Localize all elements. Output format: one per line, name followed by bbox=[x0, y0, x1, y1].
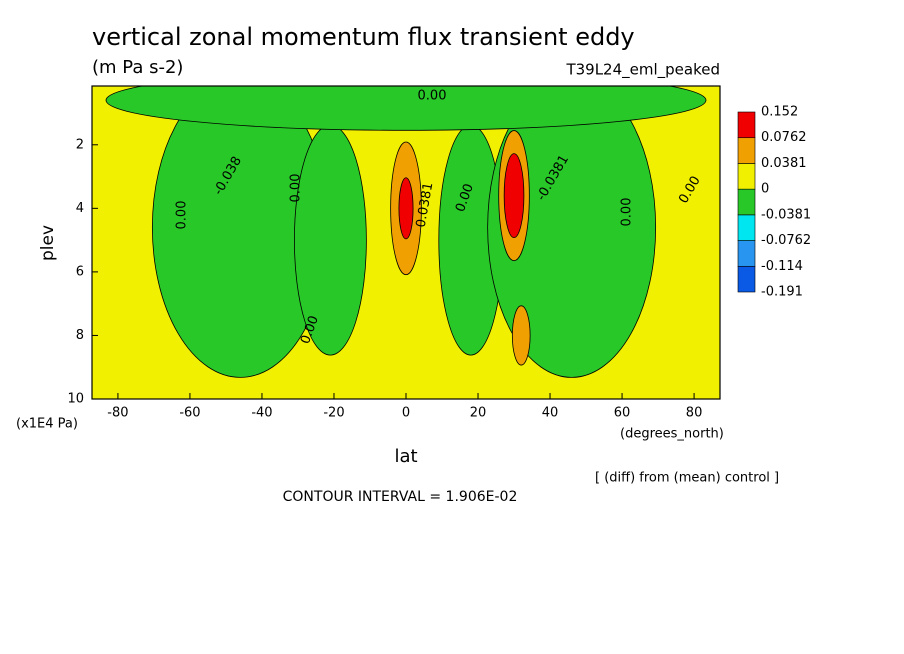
x-tick-label: 40 bbox=[542, 406, 559, 421]
contour-label: 0.00 bbox=[289, 174, 304, 203]
colorbar-box bbox=[737, 214, 756, 241]
contour-region bbox=[487, 86, 657, 378]
colorbar-label: 0.152 bbox=[761, 105, 798, 120]
colorbar-box bbox=[737, 163, 756, 190]
x-tick-label: 80 bbox=[686, 406, 703, 421]
contour-region bbox=[398, 177, 414, 240]
colorbar-box bbox=[737, 111, 756, 139]
colorbar-label: 0 bbox=[761, 182, 769, 197]
colorbar-label: -0.0381 bbox=[761, 207, 811, 222]
chart-subtitle: (m Pa s-2) bbox=[92, 57, 183, 78]
colorbar-box bbox=[737, 137, 756, 164]
colorbar-label: -0.191 bbox=[761, 285, 803, 300]
contour-interval: CONTOUR INTERVAL = 1.906E-02 bbox=[283, 489, 518, 505]
run-label: T39L24_eml_peaked bbox=[565, 61, 720, 80]
y-tick-label: 8 bbox=[76, 328, 84, 343]
contour-region bbox=[503, 153, 525, 239]
x-tick-label: -20 bbox=[323, 406, 344, 421]
x-tick-label: 20 bbox=[470, 406, 487, 421]
y-tick-label: 2 bbox=[76, 137, 84, 152]
x-tick-label: 60 bbox=[614, 406, 631, 421]
x-tick-label: -80 bbox=[107, 406, 128, 421]
colorbar-label: 0.0762 bbox=[761, 130, 807, 145]
note: [ (diff) from (mean) control ] bbox=[595, 471, 779, 486]
y-tick-label: 6 bbox=[76, 264, 84, 279]
contour-region bbox=[105, 86, 707, 131]
contour-label: 0.00 bbox=[418, 89, 447, 104]
contour-label: 0.00 bbox=[620, 198, 635, 227]
colorbar-box bbox=[737, 265, 756, 293]
colorbar-label: -0.0762 bbox=[761, 233, 811, 248]
x-tick-label: -40 bbox=[251, 406, 272, 421]
colorbar-label: -0.114 bbox=[761, 259, 803, 274]
contour-label: 0.00 bbox=[175, 201, 190, 230]
colorbar-box bbox=[737, 240, 756, 267]
chart-title: vertical zonal momentum flux transient e… bbox=[92, 23, 635, 51]
y-tick-label: 4 bbox=[76, 201, 84, 216]
y-axis-unit: (x1E4 Pa) bbox=[16, 417, 78, 432]
x-axis-label: lat bbox=[394, 446, 417, 467]
colorbar-label: 0.0381 bbox=[761, 156, 807, 171]
y-tick-label: 10 bbox=[67, 392, 84, 407]
y-axis-label: plev bbox=[38, 225, 58, 261]
contour-region bbox=[511, 305, 531, 366]
colorbar-box bbox=[737, 188, 756, 216]
x-axis-unit: (degrees_north) bbox=[620, 427, 724, 442]
x-tick-label: 0 bbox=[402, 406, 410, 421]
x-tick-label: -60 bbox=[179, 406, 200, 421]
